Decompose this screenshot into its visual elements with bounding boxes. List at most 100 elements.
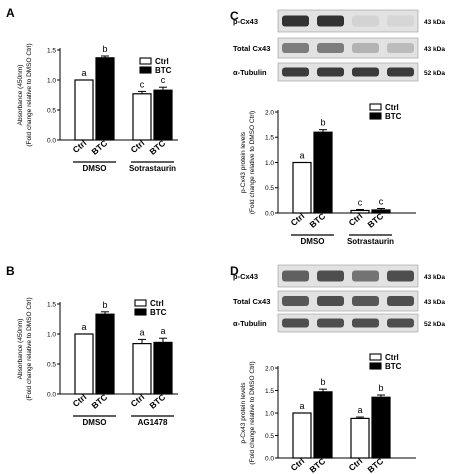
y-axis-subtitle: (Fold change relative to DMSO Ctrl): [249, 111, 256, 214]
significance-letter: c: [140, 79, 145, 89]
bar-b-3: [153, 341, 173, 395]
y-tick-label: 0.0: [47, 391, 56, 398]
significance-letter: b: [320, 118, 325, 128]
blot-band: [352, 43, 379, 53]
y-tick-label: 0.5: [265, 185, 274, 192]
significance-letter: b: [320, 377, 325, 387]
bar-a-1: [95, 57, 115, 141]
blot-panel-d: p-Cx43 43 kDa Total Cx43 43 kDa α-Tubulin 52 …: [233, 264, 445, 333]
blot-band: [317, 270, 344, 282]
blot-band: [317, 318, 344, 328]
chart-b: 0.0 0.5 1.0 1.5 Absorbance (450nm) (Fold chan…: [17, 297, 178, 427]
legend-swatch-btc: [134, 308, 147, 316]
blot-band: [352, 67, 379, 77]
significance-letter: b: [102, 44, 107, 54]
kda-label: 52 kDa: [424, 70, 445, 77]
significance-letter: c: [379, 196, 384, 206]
blot-label: p-Cx43: [233, 17, 258, 26]
kda-label: 43 kDa: [424, 19, 445, 26]
panel-letter-a: A: [6, 6, 15, 20]
group-label: DMSO: [301, 237, 325, 246]
bar-b-2: [132, 343, 152, 395]
blot-band: [352, 15, 379, 27]
legend-swatch-ctrl: [369, 103, 382, 111]
y-tick-label: 1.0: [265, 410, 274, 417]
blot-band: [282, 296, 309, 306]
bar-b-0: [74, 333, 94, 395]
blot-band: [352, 318, 379, 328]
blot-band: [387, 15, 414, 27]
legend-label-btc: BTC: [150, 308, 167, 317]
legend-swatch-ctrl: [369, 353, 382, 361]
legend-swatch-btc: [369, 112, 382, 120]
y-tick-label: 0.0: [47, 137, 56, 144]
group-label: AG1478: [138, 418, 168, 427]
x-tick-label: BTC: [89, 138, 109, 157]
x-tick-label: BTC: [147, 392, 167, 411]
blot-band: [387, 270, 414, 282]
panel-letter-d: D: [230, 264, 239, 278]
y-tick-label: 1.0: [265, 160, 274, 167]
y-tick-label: 0.0: [265, 210, 274, 217]
significance-letter: a: [357, 405, 362, 415]
blot-panel-c: p-Cx43 43 kDa Total Cx43 43 kDa α-Tubulin 52 …: [233, 9, 445, 82]
y-tick-label: 0.5: [47, 107, 56, 114]
bar-b-1: [95, 313, 115, 395]
blot-membrane: [277, 9, 419, 33]
blot-row: p-Cx43 43 kDa: [233, 9, 445, 33]
significance-letter: a: [299, 151, 304, 161]
blot-band: [317, 43, 344, 53]
blot-label: Total Cx43: [233, 44, 270, 53]
blot-band: [282, 270, 309, 282]
y-tick-label: 1.0: [47, 331, 56, 338]
bar-a-3: [153, 89, 173, 141]
chart-d: 0.0 0.5 1.0 1.5 2.0 p-Cx43 protein levels (Fol…: [240, 353, 416, 474]
blot-label: Total Cx43: [233, 297, 270, 306]
blot-band: [317, 15, 344, 27]
legend-label-ctrl: Ctrl: [155, 57, 169, 66]
kda-label: 43 kDa: [424, 46, 445, 53]
bar-c-0: [292, 161, 312, 214]
blot-membrane: [277, 62, 419, 82]
y-axis-title: p-Cx43 protein levels: [240, 382, 247, 444]
blot-label: α-Tubulin: [233, 68, 267, 77]
blot-band: [387, 296, 414, 306]
bar-c-2: [350, 209, 370, 214]
panel-letter-b: B: [6, 264, 15, 278]
kda-label: 43 kDa: [424, 274, 445, 281]
y-tick-label: 2.0: [265, 365, 274, 372]
chart-a: 0.0 0.5 1.0 1.5 Absorbance (450nm) (Fold chan…: [17, 43, 178, 173]
y-axis-subtitle: (Fold change relative to DMSO Ctrl): [26, 43, 33, 146]
x-tick-label: BTC: [89, 392, 109, 411]
y-tick-label: 0.5: [265, 433, 274, 440]
y-tick-label: 1.5: [265, 135, 274, 142]
panel-letter-c: C: [230, 9, 239, 23]
significance-letter: b: [102, 300, 107, 310]
group-label: Sotrastaurin: [129, 164, 176, 173]
legend-label-ctrl: Ctrl: [150, 299, 164, 308]
chart-c: 0.0 0.5 1.0 1.5 2.0 p-Cx43 protein levels (Fol…: [240, 103, 416, 246]
legend-label-btc: BTC: [385, 362, 402, 371]
y-tick-label: 0.0: [265, 455, 274, 462]
legend-label-ctrl: Ctrl: [385, 353, 399, 362]
bar-d-0: [292, 412, 312, 459]
blot-band: [282, 67, 309, 77]
legend-label-btc: BTC: [385, 112, 402, 121]
blot-band: [352, 296, 379, 306]
y-tick-label: 1.5: [47, 47, 56, 54]
legend-swatch-btc: [369, 362, 382, 370]
significance-letter: a: [160, 326, 165, 336]
significance-letter: c: [358, 197, 363, 207]
bar-a-2: [132, 93, 152, 141]
legend-label-btc: BTC: [155, 66, 172, 75]
bar-c-1: [313, 131, 333, 214]
blot-label: p-Cx43: [233, 272, 258, 281]
x-tick-label: BTC: [365, 211, 385, 230]
kda-label: 43 kDa: [424, 299, 445, 306]
blot-row: α-Tubulin 52 kDa: [233, 313, 445, 333]
